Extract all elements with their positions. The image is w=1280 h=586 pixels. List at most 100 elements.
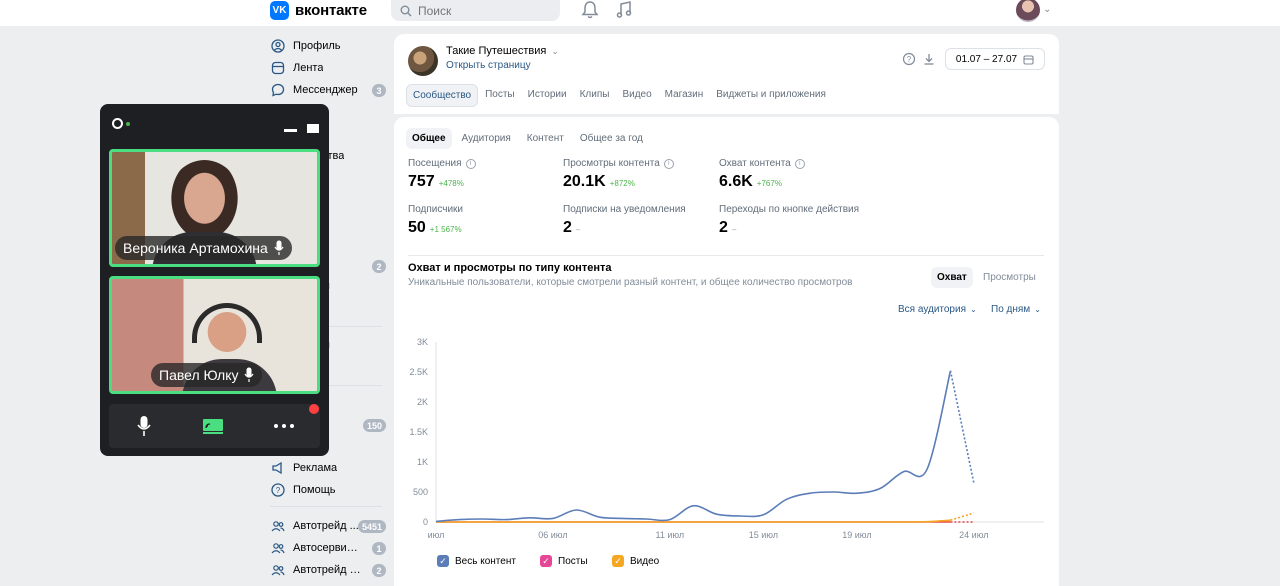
screen-share-icon <box>203 419 223 434</box>
subtab-year[interactable]: Общее за год <box>579 133 643 144</box>
legend-item-video[interactable]: ✓ Видео <box>612 555 659 567</box>
reach-toggle[interactable]: Охват <box>931 267 973 288</box>
legend-item-posts[interactable]: ✓ Посты <box>540 555 588 567</box>
tab-widgets[interactable]: Виджеты и приложения <box>716 89 826 100</box>
tab-posts[interactable]: Посты <box>485 89 515 100</box>
stat-value: 2 <box>563 219 572 236</box>
open-page-link[interactable]: Открыть страницу <box>446 60 531 71</box>
tab-clips[interactable]: Клипы <box>579 89 610 100</box>
stat-label: Переходы по кнопке действия <box>719 204 860 215</box>
stat-delta: – <box>731 225 737 234</box>
sidebar-item-hidden[interactable]: 150 <box>270 415 386 435</box>
sidebar-item-label: Автотрейд Ав... <box>293 564 363 576</box>
sidebar-item-ads[interactable]: Реклама <box>270 458 386 478</box>
mic-icon <box>137 416 151 436</box>
checkbox-icon: ✓ <box>612 555 624 567</box>
sidebar-item-label: Профиль <box>293 40 341 52</box>
bell-icon[interactable] <box>580 0 600 20</box>
mic-toggle-button[interactable] <box>132 414 156 438</box>
search-input[interactable] <box>418 3 538 18</box>
tab-community[interactable]: Сообщество <box>406 84 479 107</box>
series-line <box>435 370 952 523</box>
chevron-down-icon: ⌄ <box>551 45 559 56</box>
calendar-icon <box>1023 54 1034 65</box>
search-icon <box>400 5 412 16</box>
legend-label: Посты <box>558 555 588 567</box>
sidebar-item-help[interactable]: ? Помощь <box>270 480 386 500</box>
more-options-button[interactable] <box>272 414 296 438</box>
date-range-value: 01.07 – 27.07 <box>955 53 1018 65</box>
info-icon[interactable]: i <box>663 158 674 169</box>
audience-dropdown[interactable]: Вся аудитория ⌄ <box>898 304 977 315</box>
sidebar-item-group[interactable]: Автосервис | ... 1 <box>270 538 386 558</box>
stat-value: 757 <box>408 173 435 190</box>
count-badge: 5451 <box>357 520 386 533</box>
tab-stories[interactable]: Истории <box>527 89 567 100</box>
group-switcher[interactable]: Такие Путешествия ⌄ <box>446 45 559 57</box>
participant-name: Вероника Артамохина <box>123 240 268 256</box>
download-icon[interactable] <box>922 52 936 66</box>
audience-dropdown-label: Вся аудитория <box>898 304 966 315</box>
period-dropdown-label: По дням <box>991 304 1031 315</box>
subtab-audience[interactable]: Аудитория <box>461 133 511 144</box>
stat-label: Охват контента <box>719 158 791 169</box>
group-avatar[interactable] <box>408 46 438 76</box>
minimize-button[interactable] <box>284 129 297 132</box>
top-bar: VK вконтакте ⌄ <box>0 0 1280 26</box>
y-tick-label: 2.5K <box>409 367 428 377</box>
maximize-button[interactable] <box>307 124 319 133</box>
search-box[interactable] <box>391 0 560 21</box>
music-icon[interactable] <box>614 0 634 20</box>
y-tick-label: 3K <box>417 337 428 347</box>
stat-delta: – <box>575 225 581 234</box>
count-badge: 150 <box>362 419 386 432</box>
participant-video <box>167 160 242 245</box>
tab-video[interactable]: Видео <box>622 89 652 100</box>
period-dropdown[interactable]: По дням ⌄ <box>991 304 1041 315</box>
stat-delta: +767% <box>756 179 782 188</box>
sidebar-item-feed[interactable]: Лента <box>270 58 386 78</box>
sidebar-item-group[interactable]: Автотрейд ... 5451 <box>270 516 386 536</box>
y-tick-label: 1K <box>417 457 428 467</box>
info-icon[interactable]: i <box>794 158 805 169</box>
y-tick-label: 1.5K <box>409 427 428 437</box>
video-call-window[interactable]: Вероника Артамохина Павел Юлку <box>100 104 329 456</box>
subtab-overview[interactable]: Общее <box>406 128 452 149</box>
participant-tile[interactable]: Вероника Артамохина <box>109 149 320 267</box>
sidebar-item-partial[interactable]: ы <box>322 276 382 296</box>
legend-item-all[interactable]: ✓ Весь контент <box>437 555 516 567</box>
info-icon[interactable]: i <box>465 158 476 169</box>
stat-value: 6.6K <box>719 173 753 190</box>
subtab-content[interactable]: Контент <box>526 133 564 144</box>
section-subtitle: Уникальные пользователи, которые смотрел… <box>408 277 853 288</box>
participant-tile[interactable]: Павел Юлку <box>109 276 320 394</box>
screen-share-button[interactable] <box>201 414 225 438</box>
call-controls <box>109 404 320 448</box>
sidebar-divider <box>270 506 382 507</box>
sidebar-item-profile[interactable]: Профиль <box>270 36 386 56</box>
series-line-projection <box>950 512 975 521</box>
vk-logo[interactable]: VK вконтакте <box>270 0 367 20</box>
mic-icon <box>274 240 284 255</box>
stats-body-card: Общее Аудитория Контент Общее за год Пос… <box>394 117 1059 586</box>
checkbox-icon: ✓ <box>540 555 552 567</box>
sidebar-item-group[interactable]: Автотрейд Ав... 2 <box>270 560 386 580</box>
sidebar-item-partial[interactable]: ства <box>322 146 382 166</box>
help-icon[interactable]: ? <box>902 52 916 66</box>
views-toggle[interactable]: Просмотры <box>983 272 1036 283</box>
series-line <box>436 519 951 523</box>
chevron-down-icon[interactable]: ⌄ <box>1043 4 1052 15</box>
sidebar-item-partial[interactable]: ы <box>322 335 382 355</box>
x-tick-label: 15 июл <box>749 530 778 540</box>
sidebar-item-hidden[interactable]: 2 <box>270 256 386 276</box>
stat-delta: +872% <box>609 179 635 188</box>
user-avatar[interactable] <box>1016 0 1040 22</box>
count-badge: 2 <box>372 260 386 273</box>
date-range-picker[interactable]: 01.07 – 27.07 <box>945 48 1045 70</box>
sidebar-item-messenger[interactable]: Мессенджер 3 <box>270 80 386 100</box>
help-icon: ? <box>270 483 285 498</box>
tab-shop[interactable]: Магазин <box>664 89 704 100</box>
x-tick-label: 06 июл <box>538 530 567 540</box>
ads-icon <box>270 461 285 476</box>
group-name: Такие Путешествия <box>446 45 547 57</box>
